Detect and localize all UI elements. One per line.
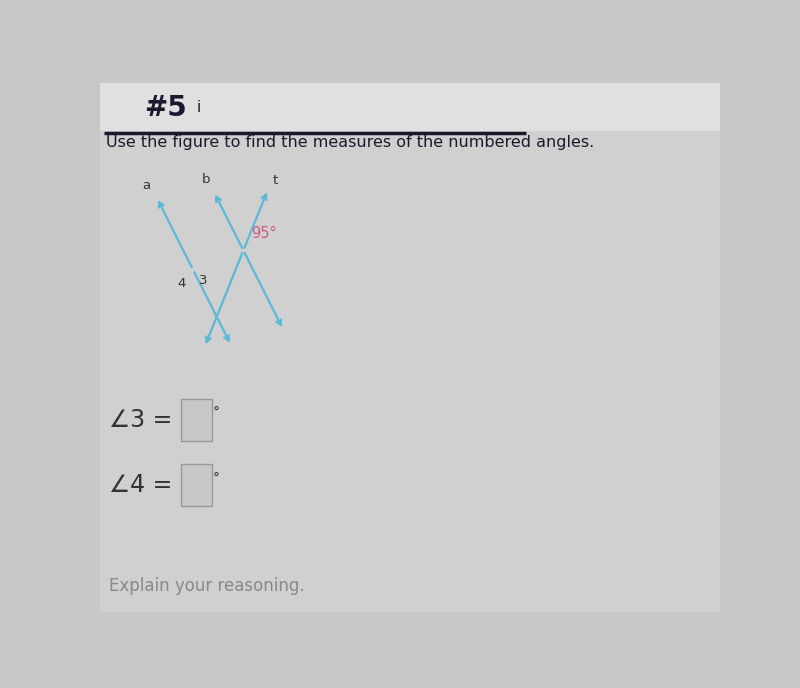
Text: b: b: [202, 173, 210, 186]
FancyBboxPatch shape: [100, 131, 720, 612]
FancyBboxPatch shape: [100, 83, 720, 131]
Text: 3: 3: [199, 275, 208, 288]
Text: °: °: [212, 471, 219, 486]
FancyBboxPatch shape: [181, 399, 211, 440]
Text: °: °: [212, 406, 219, 420]
Text: ∠3 =: ∠3 =: [110, 408, 173, 432]
Text: Explain your reasoning.: Explain your reasoning.: [110, 577, 305, 595]
Text: i: i: [197, 100, 201, 116]
Text: 4: 4: [177, 277, 186, 290]
Text: 95°: 95°: [251, 226, 277, 241]
Text: a: a: [142, 179, 150, 192]
Text: #5: #5: [145, 94, 187, 122]
Text: Use the figure to find the measures of the numbered angles.: Use the figure to find the measures of t…: [106, 135, 594, 150]
FancyBboxPatch shape: [181, 464, 211, 506]
Text: ∠4 =: ∠4 =: [110, 473, 173, 497]
Text: t: t: [273, 173, 278, 186]
